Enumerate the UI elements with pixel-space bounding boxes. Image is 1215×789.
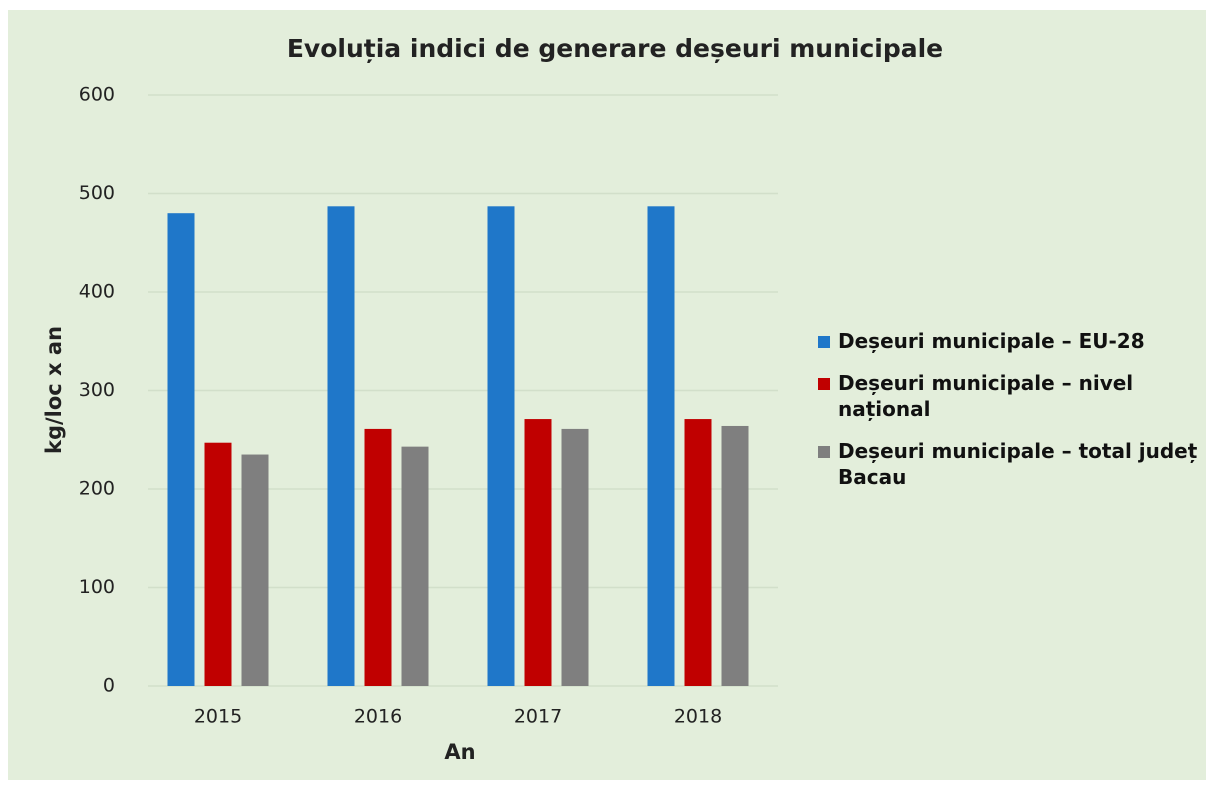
bar (684, 419, 712, 686)
y-tick-label: 400 (79, 281, 115, 303)
legend-swatch (818, 336, 830, 348)
y-tick-label: 600 (79, 84, 115, 106)
bar (327, 206, 355, 686)
bar (241, 454, 269, 686)
legend-entry: Deșeuri municipale – total județ Bacau (818, 438, 1203, 490)
x-axis-label: An (444, 740, 475, 764)
y-tick-label: 0 (103, 675, 115, 697)
bar (647, 206, 675, 686)
chart-title: Evoluția indici de generare deșeuri muni… (287, 34, 943, 63)
legend-entry: Deșeuri municipale – nivel național (818, 370, 1203, 422)
y-tick-label: 500 (79, 182, 115, 204)
legend: Deșeuri municipale – EU-28 Deșeuri munici… (818, 328, 1203, 506)
legend-swatch (818, 446, 830, 458)
y-axis-label: kg/loc x an (42, 326, 66, 454)
bar (167, 213, 195, 686)
legend-entry: Deșeuri municipale – EU-28 (818, 328, 1203, 354)
bar (487, 206, 515, 686)
y-tick-label: 100 (79, 576, 115, 598)
x-tick-label: 2018 (674, 706, 722, 728)
bar (561, 428, 589, 686)
bar (721, 425, 749, 686)
x-tick-label: 2015 (194, 706, 242, 728)
bar (364, 428, 392, 686)
legend-swatch (818, 378, 830, 390)
legend-label: Deșeuri municipale – total județ Bacau (838, 439, 1198, 489)
x-tick-label: 2016 (354, 706, 402, 728)
legend-label: Deșeuri municipale – EU-28 (838, 329, 1145, 353)
x-tick-label: 2017 (514, 706, 562, 728)
bar (401, 446, 429, 686)
y-tick-label: 300 (79, 379, 115, 401)
bar (524, 419, 552, 686)
bar (204, 442, 232, 686)
y-tick-label: 200 (79, 478, 115, 500)
legend-label: Deșeuri municipale – nivel național (838, 371, 1134, 421)
